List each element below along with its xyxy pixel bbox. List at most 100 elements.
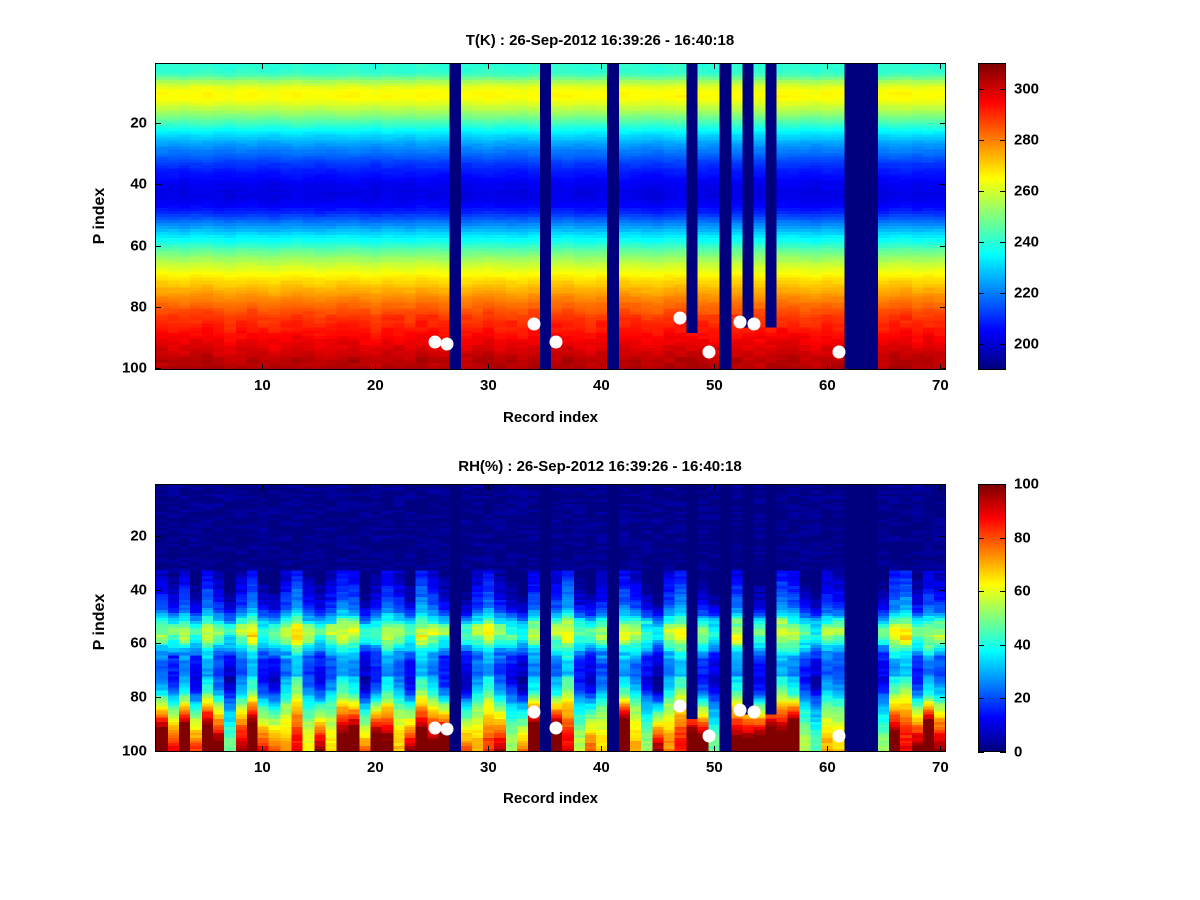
colorbar-tick-260 [978,190,984,192]
panel-humidity: RH(%) : 26-Sep-2012 16:39:26 - 16:40:18 … [0,450,1200,870]
colorbar-tick-label-200: 200 [1014,335,1040,353]
data-marker [549,721,563,735]
y-tick-label-80: 80 [130,298,147,316]
x-tick-label-60: 60 [819,759,836,776]
data-marker [428,721,442,735]
x-tick-label-50: 50 [706,377,723,394]
data-marker [440,722,454,736]
marker-layer-temperature [155,63,946,370]
colorbar-tick-right-300 [1000,88,1006,90]
colorbar-tick-20 [978,698,984,700]
colorbar-tick-right-80 [1000,537,1006,539]
data-marker [440,337,454,351]
colorbar-tick-label-60: 60 [1014,582,1031,600]
y-tick-label-100: 100 [121,359,147,377]
colorbar-tick-40 [978,644,984,646]
colorbar-tick-right-280 [1000,139,1006,141]
x-tick-70 [940,746,942,752]
colorbar-tick-100 [978,484,984,485]
colorbar-tick-60 [978,591,984,593]
heatmap-temperature[interactable] [155,63,946,370]
y-tick-right-40 [940,184,946,186]
x-axis-label-temperature: Record index [502,409,599,426]
y-tick-label-40: 40 [130,175,147,193]
x-tick-top-20 [375,484,377,490]
x-tick-label-30: 30 [480,377,497,394]
colorbar-tick-300 [978,88,984,90]
x-tick-label-40: 40 [593,759,610,776]
colorbar-temperature[interactable] [978,63,1006,370]
x-tick-10 [262,746,264,752]
y-tick-right-80 [940,697,946,699]
x-tick-top-10 [262,63,264,69]
y-tick-label-40: 40 [130,581,147,599]
x-tick-20 [375,746,377,752]
data-marker [733,703,747,717]
y-tick-right-100 [940,750,946,752]
x-tick-top-40 [601,484,603,490]
x-tick-60 [827,746,829,752]
data-marker [549,335,563,349]
x-tick-label-70: 70 [932,377,949,394]
colorbar-tick-right-60 [1000,591,1006,593]
colorbar-tick-220 [978,293,984,295]
x-tick-top-20 [375,63,377,69]
plot-title-humidity: RH(%) : 26-Sep-2012 16:39:26 - 16:40:18 [458,458,742,475]
y-tick-label-20: 20 [130,527,147,545]
heatmap-humidity[interactable] [155,484,946,752]
colorbar-tick-label-260: 260 [1014,182,1040,200]
x-tick-top-10 [262,484,264,490]
x-tick-label-40: 40 [593,377,610,394]
x-axis-label-humidity: Record index [502,790,599,807]
y-tick-80 [155,307,161,309]
x-tick-label-20: 20 [367,377,384,394]
y-tick-right-100 [940,368,946,370]
colorbar-tick-label-40: 40 [1014,636,1031,654]
colorbar-tick-right-0 [1000,752,1006,753]
x-tick-60 [827,364,829,370]
x-tick-label-60: 60 [819,377,836,394]
data-marker [733,315,747,329]
colorbar-tick-label-300: 300 [1014,80,1040,98]
x-tick-40 [601,364,603,370]
x-tick-50 [714,364,716,370]
y-tick-right-80 [940,307,946,309]
data-marker [747,317,761,331]
colorbar-tick-80 [978,537,984,539]
y-tick-label-20: 20 [130,114,147,132]
y-tick-label-80: 80 [130,688,147,706]
data-marker [832,729,846,743]
data-marker [673,699,687,713]
y-tick-40 [155,184,161,186]
colorbar-tick-right-200 [1000,344,1006,346]
x-tick-label-50: 50 [706,759,723,776]
y-tick-label-60: 60 [130,237,147,255]
marker-layer-humidity [155,484,946,752]
y-tick-60 [155,643,161,645]
colorbar-tick-right-100 [1000,484,1006,485]
x-tick-top-60 [827,484,829,490]
x-tick-top-50 [714,63,716,69]
plot-title-temperature: T(K) : 26-Sep-2012 16:39:26 - 16:40:18 [465,32,735,49]
colorbar-humidity[interactable] [978,484,1006,752]
colorbar-tick-label-20: 20 [1014,689,1031,707]
data-marker [527,705,541,719]
colorbar-tick-240 [978,242,984,244]
colorbar-tick-0 [978,752,984,753]
colorbar-tick-200 [978,344,984,346]
x-tick-label-30: 30 [480,759,497,776]
x-tick-label-10: 10 [254,377,271,394]
y-tick-100 [155,750,161,752]
colorbar-tick-label-0: 0 [1014,743,1023,761]
x-tick-label-20: 20 [367,759,384,776]
colorbar-tick-right-240 [1000,242,1006,244]
x-tick-label-10: 10 [254,759,271,776]
data-marker [747,705,761,719]
colorbar-tick-label-80: 80 [1014,529,1031,547]
y-tick-right-20 [940,536,946,538]
colorbar-tick-right-260 [1000,190,1006,192]
y-tick-40 [155,589,161,591]
x-tick-top-70 [940,484,942,490]
colorbar-tick-280 [978,139,984,141]
